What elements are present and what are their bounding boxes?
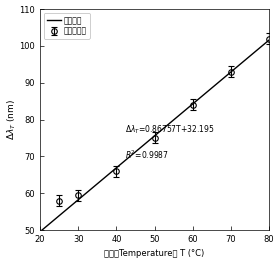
Legend: 拟合曲线, 测量数据点: 拟合曲线, 测量数据点 <box>44 13 90 39</box>
Text: $R^2$=0.9987: $R^2$=0.9987 <box>125 149 169 161</box>
拟合曲线 <box>179 113 182 116</box>
Y-axis label: $\Delta\lambda_T$ (nm): $\Delta\lambda_T$ (nm) <box>6 99 18 140</box>
拟合曲线 <box>174 117 177 120</box>
Text: $\Delta\lambda_T$=0.86757T+32.195: $\Delta\lambda_T$=0.86757T+32.195 <box>125 124 214 136</box>
拟合曲线 <box>175 116 178 119</box>
拟合曲线 <box>267 38 271 41</box>
Line: 拟合曲线: 拟合曲线 <box>40 40 269 232</box>
拟合曲线 <box>232 69 235 72</box>
X-axis label: 温度（Temperature） T (°C): 温度（Temperature） T (°C) <box>104 249 205 258</box>
拟合曲线 <box>38 230 42 233</box>
拟合曲线 <box>39 229 43 233</box>
拟合曲线 <box>246 56 249 59</box>
